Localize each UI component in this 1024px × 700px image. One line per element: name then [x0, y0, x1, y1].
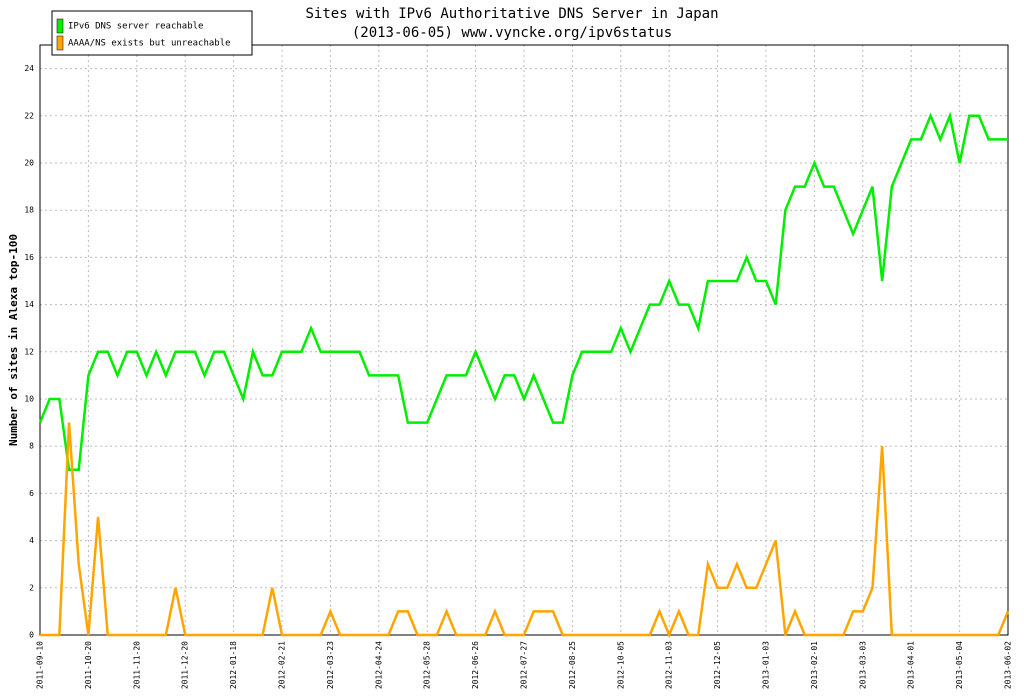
- x-tick-label: 2012-07-27: [520, 641, 529, 689]
- y-tick-label: 6: [29, 489, 34, 498]
- legend-box: [51, 10, 253, 56]
- legend-label: AAAA/NS exists but unreachable: [68, 39, 231, 49]
- y-tick-label: 4: [29, 536, 34, 545]
- x-tick-label: 2013-02-01: [810, 641, 819, 689]
- y-tick-label: 22: [24, 111, 34, 120]
- series-line: [40, 422, 1010, 639]
- y-tick-label: 18: [24, 206, 34, 215]
- x-tick-label: 2011-11-20: [132, 641, 141, 689]
- series-line: [38, 111, 1008, 472]
- y-tick-label: 16: [24, 253, 34, 262]
- chart-subtitle: (2013-06-05) www.vyncke.org/ipv6status: [352, 25, 672, 41]
- x-tick-label: 2013-03-03: [858, 641, 867, 689]
- y-tick-label: 12: [24, 347, 34, 356]
- y-tick-label: 10: [24, 395, 34, 404]
- y-tick-label: 20: [24, 159, 34, 168]
- x-tick-label: 2013-06-02: [1004, 641, 1013, 689]
- x-tick-label: 2012-03-23: [326, 641, 335, 689]
- legend-swatch: [56, 35, 64, 51]
- x-tick-label: 2012-01-18: [229, 641, 238, 689]
- x-tick-label: 2012-05-28: [423, 641, 432, 689]
- y-tick-label: 2: [29, 583, 34, 592]
- x-tick-label: 2012-02-21: [278, 641, 287, 689]
- x-tick-label: 2013-05-04: [955, 641, 964, 689]
- y-tick-label: 14: [24, 300, 34, 309]
- legend-swatch: [56, 18, 64, 34]
- x-tick-label: 2012-11-03: [665, 641, 674, 689]
- y-tick-label: 24: [24, 64, 34, 73]
- x-tick-label: 2012-12-05: [713, 641, 722, 689]
- x-tick-label: 2012-10-05: [616, 641, 625, 689]
- y-tick-label: 0: [29, 631, 34, 640]
- legend-label: IPv6 DNS server reachable: [68, 22, 203, 32]
- x-tick-label: 2013-04-01: [907, 641, 916, 689]
- x-tick-label: 2011-09-10: [36, 641, 45, 689]
- x-tick-label: 2012-08-25: [568, 641, 577, 689]
- legend: IPv6 DNS server reachable AAAA/NS exists …: [51, 10, 253, 56]
- chart-title: Sites with IPv6 Authoritative DNS Server…: [305, 6, 718, 22]
- x-tick-label: 2012-06-26: [471, 641, 480, 689]
- x-tick-label: 2012-04-24: [374, 641, 383, 689]
- x-tick-label: 2013-01-03: [762, 641, 771, 689]
- x-tick-label: 2011-12-20: [181, 641, 190, 689]
- y-tick-label: 8: [29, 442, 34, 451]
- y-axis-label: Number of sites in Alexa top-100: [7, 234, 20, 446]
- x-tick-label: 2011-10-20: [84, 641, 93, 689]
